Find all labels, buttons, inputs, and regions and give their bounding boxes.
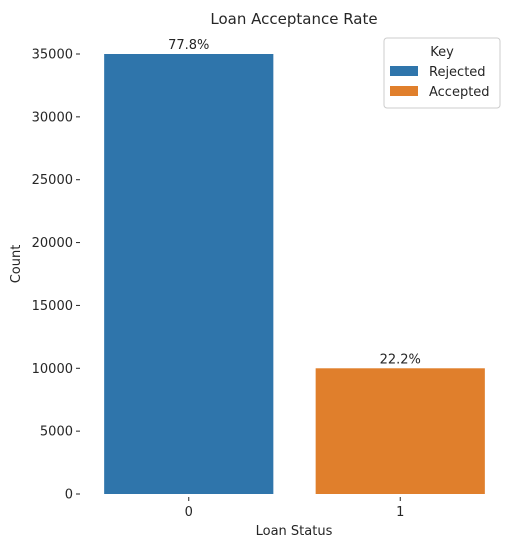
y-tick-label: 25000 <box>32 173 73 188</box>
y-tick-label: 15000 <box>32 299 73 314</box>
x-tick-label: 0 <box>185 505 193 520</box>
legend-swatch-accepted <box>390 86 418 96</box>
legend-swatch-rejected <box>390 66 418 76</box>
x-tick-label: 1 <box>396 505 404 520</box>
y-tick-label: 0 <box>65 488 73 503</box>
bar-1 <box>316 368 485 494</box>
y-tick-label: 5000 <box>40 425 73 440</box>
bars <box>104 54 485 494</box>
y-tick-label: 35000 <box>32 48 73 63</box>
x-axis-label: Loan Status <box>256 524 333 539</box>
bar-data-label-0: 77.8% <box>168 38 209 53</box>
y-tick-label: 10000 <box>32 362 73 377</box>
legend-label-accepted: Accepted <box>429 85 490 100</box>
bar-0 <box>104 54 273 494</box>
y-axis-label: Count <box>9 245 24 284</box>
bar-data-label-1: 22.2% <box>380 352 421 367</box>
y-tick-label: 30000 <box>32 110 73 125</box>
y-tick-label: 20000 <box>32 236 73 251</box>
y-axis: 0 5000 10000 15000 20000 25000 30000 35000 <box>32 48 80 503</box>
legend-title: Key <box>430 45 454 60</box>
chart-title: Loan Acceptance Rate <box>210 10 377 28</box>
legend: Key Rejected Accepted <box>384 38 500 108</box>
legend-label-rejected: Rejected <box>429 65 486 80</box>
